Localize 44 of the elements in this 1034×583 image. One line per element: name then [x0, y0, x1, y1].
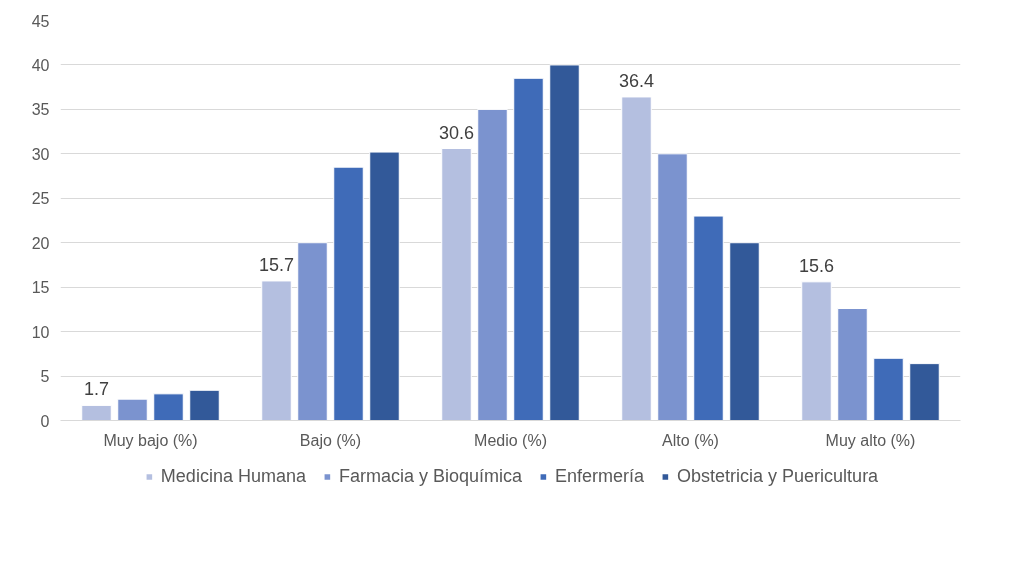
y-tick-label: 40 — [31, 56, 50, 74]
y-tick-label: 35 — [31, 101, 50, 119]
y-tick-label: 5 — [40, 368, 50, 386]
y-tick-label: 10 — [31, 323, 50, 341]
y-tick-label: 15 — [31, 279, 50, 297]
y-tick-label: 25 — [31, 190, 50, 208]
data-label: 36.4 — [618, 70, 655, 91]
y-tick-label: 30 — [31, 145, 50, 163]
bar — [441, 148, 472, 421]
x-tick-label: Bajo (%) — [299, 431, 362, 449]
bar — [153, 393, 184, 421]
bar — [801, 281, 832, 421]
bar — [693, 215, 724, 421]
legend-label: Medicina Humana — [160, 465, 306, 487]
bar — [297, 242, 328, 421]
bar — [333, 166, 364, 421]
y-tick-label: 0 — [40, 412, 50, 430]
bar — [873, 357, 904, 421]
bar — [117, 398, 148, 421]
y-tick-label: 20 — [31, 234, 50, 252]
bar — [189, 389, 220, 421]
x-tick-label: Muy alto (%) — [825, 431, 916, 449]
bar — [81, 404, 112, 421]
data-label: 1.7 — [83, 379, 110, 400]
bar — [477, 108, 508, 421]
data-label: 15.7 — [258, 254, 295, 275]
bar — [513, 77, 544, 421]
legend-label: Farmacia y Bioquímica — [338, 465, 523, 487]
data-label: 15.6 — [798, 255, 835, 276]
bar — [549, 64, 580, 421]
legend-label: Enfermería — [555, 465, 645, 487]
y-tick-label: 45 — [31, 12, 50, 30]
x-tick-label: Alto (%) — [662, 431, 719, 449]
x-tick-label: Muy bajo (%) — [103, 431, 198, 449]
bar — [621, 96, 652, 421]
legend-label: Obstetricia y Puericultura — [677, 465, 879, 487]
data-label: 30.6 — [438, 122, 475, 143]
bar — [837, 308, 868, 421]
bar — [369, 151, 400, 421]
x-tick-label: Medio (%) — [474, 431, 547, 449]
bar — [729, 242, 760, 421]
bar — [909, 363, 940, 421]
bar — [657, 153, 688, 421]
bar — [261, 280, 292, 421]
